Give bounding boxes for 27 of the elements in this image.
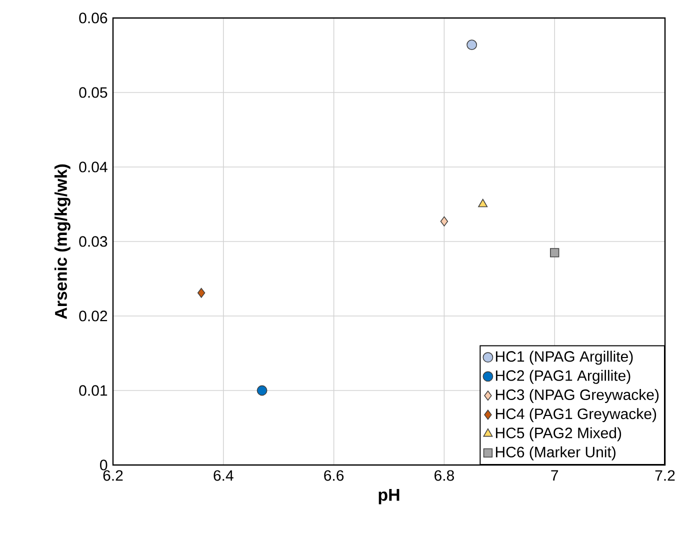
x-tick-label: 7.2 — [655, 470, 675, 481]
point — [550, 248, 560, 258]
y-tick-label: 0.06 — [79, 12, 108, 24]
x-axis-title: pH — [378, 489, 400, 504]
point — [478, 198, 488, 208]
legend-label: HC1 (NPAG Argillite) — [496, 350, 633, 365]
legend-label: HC6 (Marker Unit) — [496, 446, 616, 460]
y-tick-label: 0.05 — [79, 87, 108, 98]
y-tick-label: 0.03 — [79, 236, 108, 247]
point — [466, 40, 478, 50]
point — [440, 216, 448, 226]
legend-label: HC5 (PAG2 Mixed) — [496, 427, 622, 442]
legend-label: HC2 (PAG1 Argillite) — [496, 370, 630, 384]
y-tick-label: 0.01 — [79, 385, 108, 396]
x-tick-label: 6.8 — [434, 470, 454, 481]
x-tick-label: 6.6 — [324, 470, 344, 481]
x-tick-label: 6.4 — [214, 470, 234, 481]
point — [197, 288, 206, 298]
y-tick-label: 0 — [100, 460, 108, 470]
x-tick-label: 7 — [551, 470, 558, 481]
legend-label: HC3 (NPAG Greywacke) — [496, 389, 659, 403]
y-axis-title: Arsenic (mg/kg/wk) — [54, 164, 70, 320]
y-tick-label: 0.04 — [79, 162, 108, 172]
x-tick-label: 6.2 — [103, 470, 123, 481]
point — [256, 385, 268, 396]
y-tick-label: 0.02 — [79, 310, 108, 322]
legend-label: HC4 (PAG1 Greywacke) — [496, 408, 656, 422]
